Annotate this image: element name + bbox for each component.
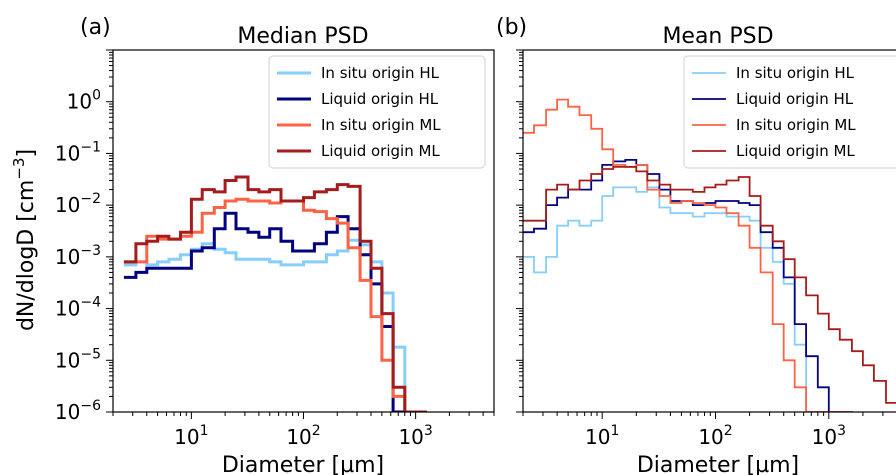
legend-entry-label: In situ origin ML <box>321 116 441 134</box>
plot-lines-a <box>123 175 427 412</box>
y-ticks-b <box>516 49 523 413</box>
y-tick-label: 10−1 <box>55 139 101 165</box>
legend-entry-label: Liquid origin ML <box>321 142 440 160</box>
legend-box <box>268 55 486 169</box>
series-line-b-2 <box>523 98 854 412</box>
x-axis-label-b: Diameter [µm] <box>637 453 799 475</box>
y-tick-label: 10−6 <box>55 398 101 424</box>
y-axis-label: dN/dlogD [cm−3] <box>10 149 39 331</box>
legend-entry-label: Liquid origin HL <box>321 90 439 108</box>
x-tick-label: 102 <box>286 423 320 449</box>
series-line-b-1 <box>523 159 854 412</box>
y-tick-label: 100 <box>67 88 101 114</box>
panel-mean-psd: (b) Mean PSD 101 102 103 Diameter [µm] In … <box>496 15 896 475</box>
y-tick-label: 10−4 <box>55 295 101 321</box>
x-tick-label: 101 <box>585 423 619 449</box>
series-line-a-3 <box>123 175 427 412</box>
legend-a: In situ origin HL Liquid origin HL In situ… <box>268 55 486 169</box>
y-tick-label: 10−3 <box>55 243 101 269</box>
plot-lines-b <box>523 98 896 412</box>
x-tick-label: 103 <box>812 423 846 449</box>
x-ticks-b: 101 102 103 <box>522 412 884 449</box>
x-tick-label: 102 <box>698 423 732 449</box>
x-ticks-a: 101 102 103 <box>112 412 495 449</box>
y-ticks-a: 100 10−1 10−2 10−3 10−4 10−5 10−6 <box>55 49 113 424</box>
x-axis-label-a: Diameter [µm] <box>222 453 384 475</box>
panel-median-psd: (a) Median PSD 101 102 103 100 10−1 10−2 10−3… <box>55 15 495 475</box>
legend-b: In situ origin HL Liquid origin HL In situ… <box>683 55 896 169</box>
series-line-b-0 <box>523 186 841 412</box>
panel-title-a: Median PSD <box>237 24 368 49</box>
legend-box <box>683 55 896 169</box>
legend-entry-label: In situ origin HL <box>321 64 440 82</box>
panel-title-b: Mean PSD <box>662 24 773 49</box>
legend-entry-label: In situ origin ML <box>736 116 856 134</box>
legend-entry-label: Liquid origin HL <box>736 90 854 108</box>
series-line-b-3 <box>523 166 896 404</box>
x-tick-label: 101 <box>174 423 208 449</box>
y-tick-label: 10−5 <box>55 346 101 372</box>
legend-entry-label: Liquid origin ML <box>736 142 855 160</box>
x-tick-label: 103 <box>398 423 432 449</box>
panel-label-a: (a) <box>80 15 111 40</box>
y-tick-label: 10−2 <box>55 191 101 217</box>
legend-entry-label: In situ origin HL <box>736 64 855 82</box>
panel-label-b: (b) <box>496 15 527 40</box>
